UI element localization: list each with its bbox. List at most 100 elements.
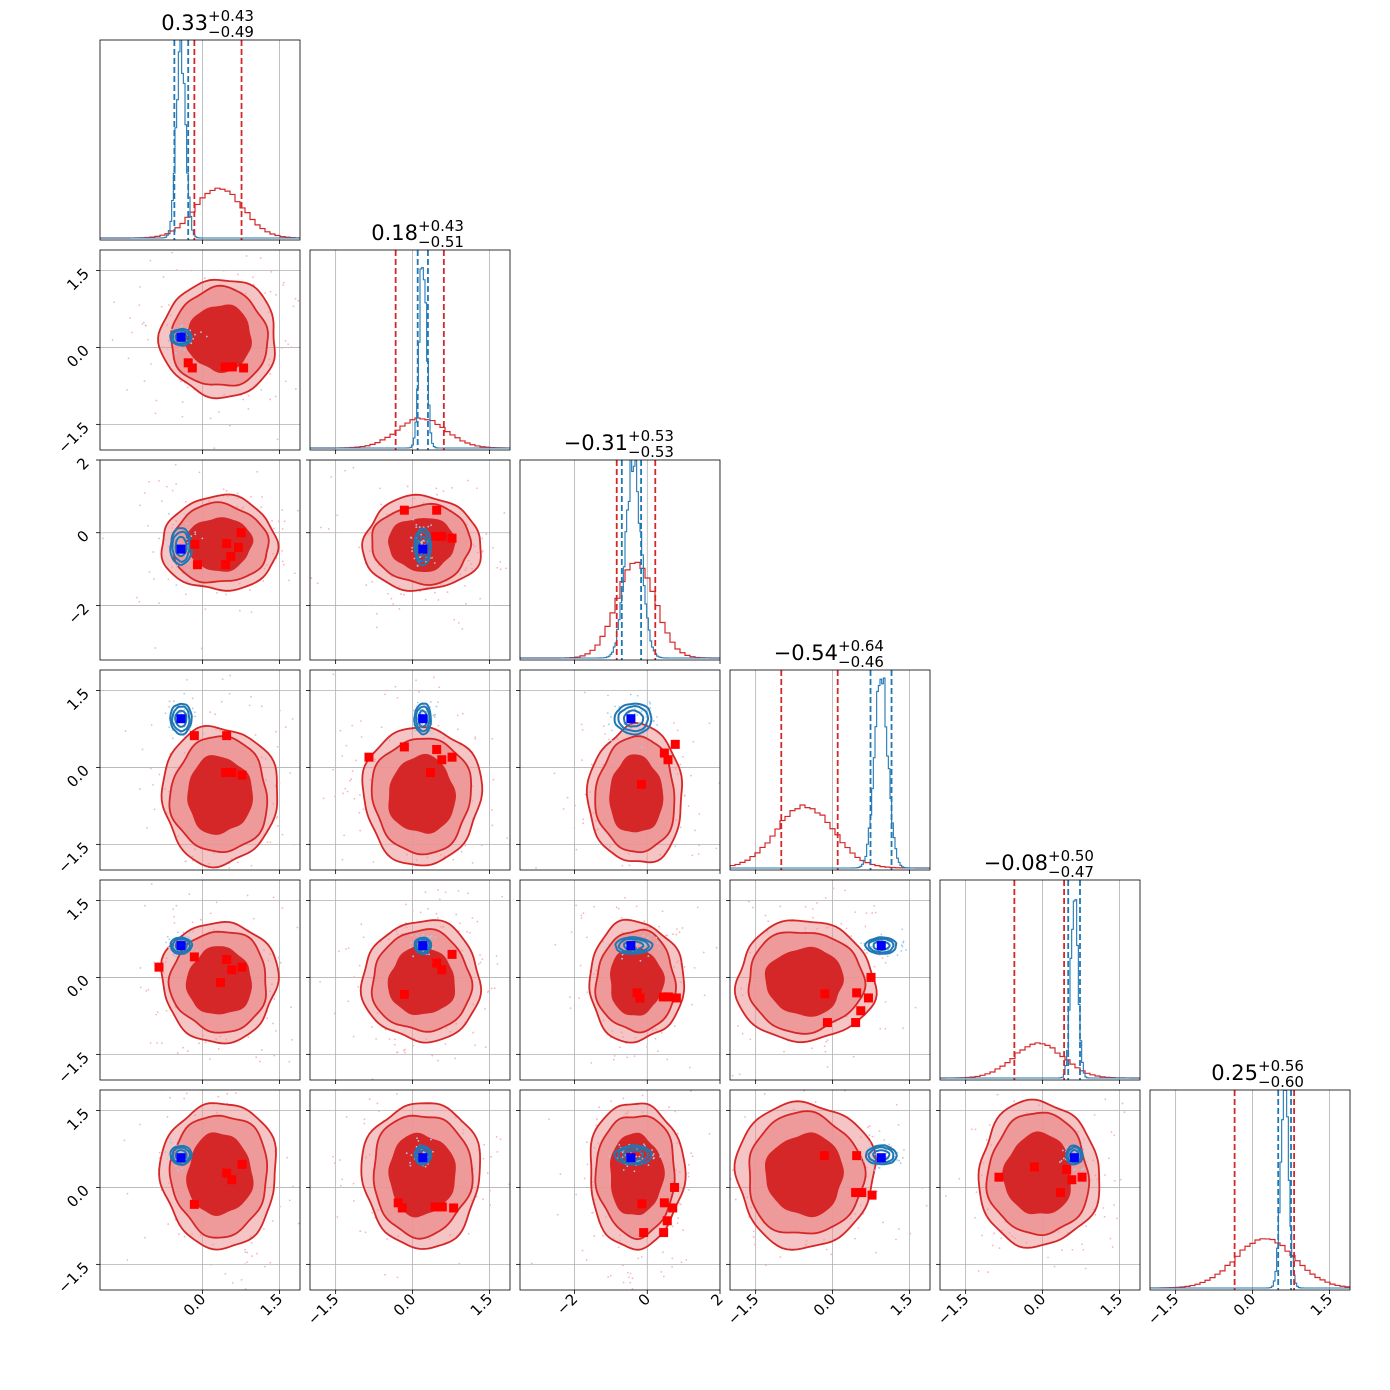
blue-sample-point xyxy=(649,706,652,709)
red-sample-point xyxy=(703,994,706,997)
blue-sample-point xyxy=(430,733,433,735)
red-truth-marker xyxy=(668,1203,678,1213)
red-sample-point xyxy=(346,790,349,793)
red-sample-point xyxy=(364,1231,367,1234)
red-sample-point xyxy=(649,885,651,887)
scatter-panel-4-0 xyxy=(99,879,301,1081)
red-truth-marker xyxy=(399,989,409,999)
red-sample-point xyxy=(688,1066,691,1069)
red-sample-point xyxy=(685,1258,688,1261)
title-upper-error: +0.56 xyxy=(1258,1057,1304,1075)
blue-sample-point xyxy=(427,525,430,528)
red-sample-point xyxy=(359,1230,362,1232)
red-sample-point xyxy=(88,1185,90,1187)
red-sample-point xyxy=(279,709,281,712)
red-sample-point xyxy=(167,1223,170,1225)
red-sample-point xyxy=(727,1168,729,1170)
red-sample-point xyxy=(371,604,374,607)
red-sample-point xyxy=(351,770,354,773)
blue-sample-point xyxy=(878,1167,881,1169)
red-truth-marker xyxy=(237,962,247,972)
red-truth-marker xyxy=(637,1199,647,1209)
red-sample-point xyxy=(375,612,378,615)
blue-sample-point xyxy=(410,1154,413,1156)
red-sample-point xyxy=(692,991,694,993)
red-sample-point xyxy=(895,1238,897,1241)
red-sample-point xyxy=(155,399,158,402)
red-sample-point xyxy=(225,489,228,492)
x-tick-label: 0.0 xyxy=(1230,1290,1260,1320)
red-truth-marker xyxy=(670,1182,680,1192)
red-sample-point xyxy=(503,512,506,514)
red-truth-marker xyxy=(227,768,237,778)
red-truth-marker xyxy=(1029,1162,1039,1172)
red-sample-point xyxy=(228,692,231,695)
red-sample-point xyxy=(1039,1050,1041,1052)
red-sample-point xyxy=(744,1116,746,1118)
red-sample-point xyxy=(609,1275,612,1277)
blue-contour-mid xyxy=(415,705,431,733)
title-value: 0.33 xyxy=(161,11,208,35)
red-sample-point xyxy=(249,589,252,591)
red-sample-point xyxy=(352,466,355,469)
red-sample-point xyxy=(126,1192,129,1195)
red-truth-marker xyxy=(222,1168,232,1178)
red-sample-point xyxy=(641,1094,644,1097)
red-sample-point xyxy=(333,1012,336,1015)
blue-sample-point xyxy=(1082,1167,1085,1170)
blue-sample-point xyxy=(416,565,419,567)
red-sample-point xyxy=(767,920,770,923)
blue-sample-point xyxy=(194,531,197,534)
red-sample-point xyxy=(553,772,556,775)
red-sample-point xyxy=(150,362,152,365)
red-sample-point xyxy=(854,1237,856,1240)
red-sample-point xyxy=(184,593,187,596)
blue-sample-point xyxy=(194,533,197,536)
blue-sample-point xyxy=(164,712,167,715)
title-lower-error: −0.53 xyxy=(628,443,674,461)
blue-sample-point xyxy=(412,709,414,712)
blue-sample-point xyxy=(650,933,653,936)
red-sample-point xyxy=(282,563,285,566)
red-sample-point xyxy=(1061,1249,1063,1251)
blue-sample-point xyxy=(652,1154,654,1157)
red-sample-point xyxy=(216,592,218,594)
red-sample-point xyxy=(171,489,174,492)
blue-sample-point xyxy=(647,1164,650,1167)
red-sample-point xyxy=(881,1221,884,1224)
red-sample-point xyxy=(570,931,573,934)
red-sample-point xyxy=(747,900,750,903)
blue-sample-point xyxy=(1086,1161,1088,1163)
red-sample-point xyxy=(688,1163,690,1166)
red-sample-point xyxy=(315,1193,317,1195)
red-sample-point xyxy=(810,1047,813,1050)
red-sample-point xyxy=(661,910,664,913)
scatter-panel-5-2 xyxy=(519,991,721,1291)
red-sample-point xyxy=(873,904,876,907)
blue-sample-point xyxy=(415,526,418,528)
red-truth-marker xyxy=(820,989,830,999)
red-sample-point xyxy=(670,1078,672,1080)
red-sample-point xyxy=(631,1277,634,1280)
red-sample-point xyxy=(690,774,692,777)
blue-contour-inner xyxy=(174,535,188,558)
red-sample-point xyxy=(871,1135,874,1138)
red-sample-point xyxy=(974,1128,977,1131)
red-sample-point xyxy=(783,1050,785,1053)
red-truth-marker xyxy=(822,1018,832,1028)
red-sample-point xyxy=(708,722,711,725)
blue-sample-point xyxy=(435,705,438,708)
red-sample-point xyxy=(668,1106,670,1109)
red-sample-point xyxy=(281,528,284,530)
blue-sample-point xyxy=(170,1142,173,1145)
blue-contour-outer xyxy=(613,702,653,736)
red-sample-point xyxy=(581,1249,584,1252)
blue-sample-point xyxy=(410,942,413,944)
red-sample-point xyxy=(569,1007,572,1010)
red-sample-point xyxy=(602,1235,604,1237)
red-sample-point xyxy=(693,966,696,969)
blue-sample-point xyxy=(429,730,432,733)
red-sample-point xyxy=(147,988,150,991)
panel-frame xyxy=(99,459,301,661)
red-sample-point xyxy=(1072,1025,1074,1027)
